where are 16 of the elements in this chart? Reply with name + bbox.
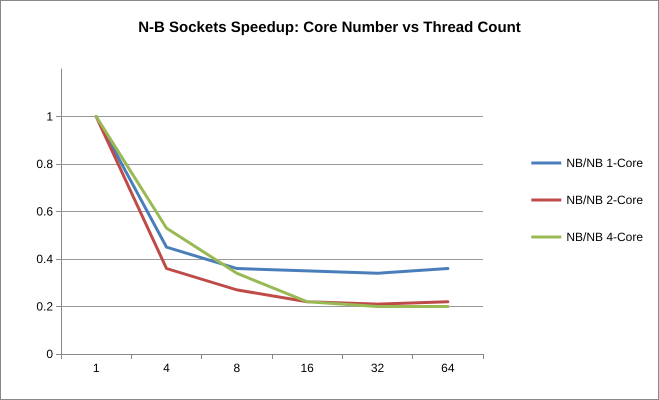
x-tick-label: 1 — [92, 361, 100, 375]
legend-label: NB/NB 1-Core — [566, 156, 644, 170]
legend-label: NB/NB 4-Core — [566, 230, 644, 244]
chart-title: N-B Sockets Speedup: Core Number vs Thread Count — [138, 19, 521, 36]
x-tick-label: 8 — [233, 361, 240, 375]
x-tick-label: 64 — [441, 361, 455, 375]
x-tick-label: 4 — [163, 361, 170, 375]
x-tick-label: 32 — [370, 361, 384, 375]
y-tick-label: 0 — [46, 347, 54, 361]
y-tick-label: 0.2 — [36, 300, 54, 314]
y-tick-label: 0.6 — [36, 204, 54, 218]
legend-label: NB/NB 2-Core — [566, 193, 644, 207]
x-tick-label: 16 — [300, 361, 314, 375]
y-tick-label: 0.4 — [36, 252, 54, 266]
y-tick-label: 0.8 — [36, 157, 54, 171]
y-tick-label: 1 — [46, 110, 54, 124]
